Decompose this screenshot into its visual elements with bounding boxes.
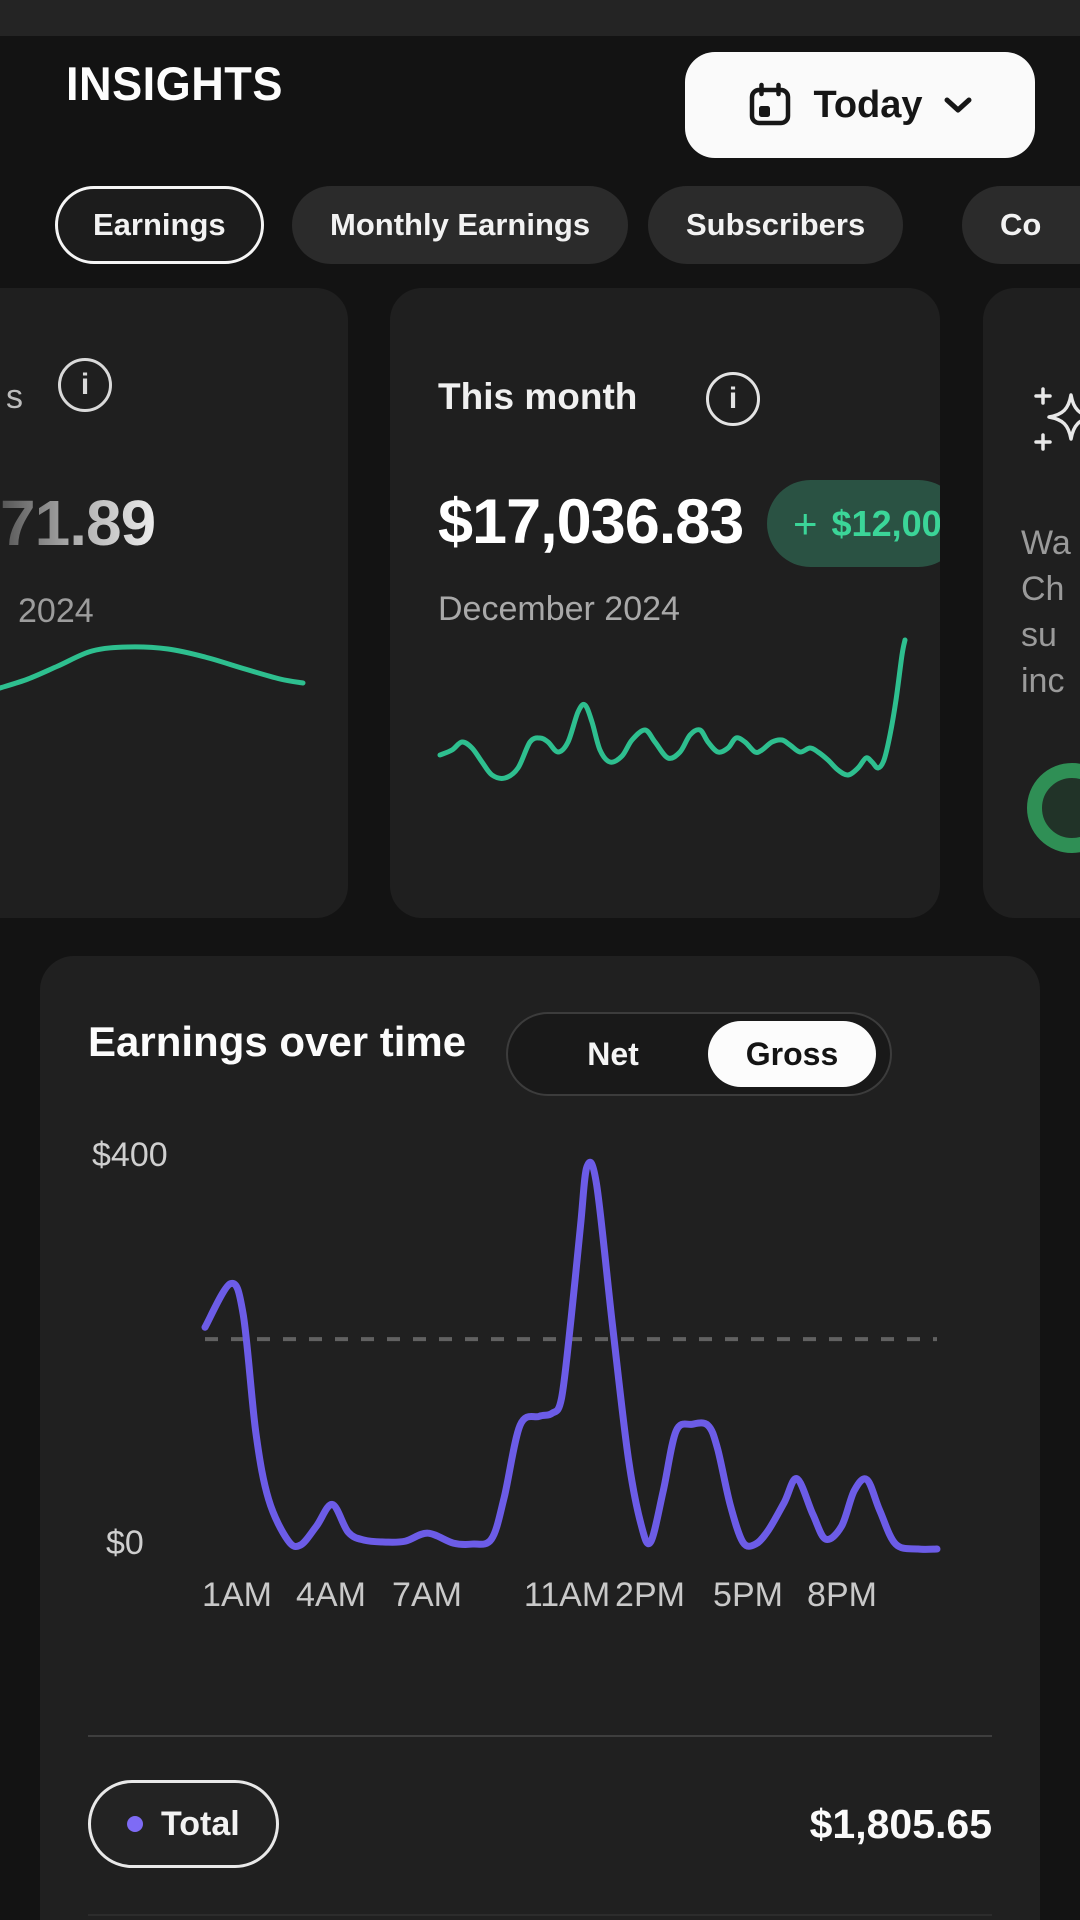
tab-earnings[interactable]: Earnings <box>55 186 264 264</box>
stat-card-this-month: This month i $17,036.83 + $12,00 Decembe… <box>390 288 940 918</box>
info-icon[interactable]: i <box>706 372 760 426</box>
info-icon[interactable]: i <box>58 358 112 412</box>
growth-badge: + $12,00 <box>767 480 940 567</box>
x-axis-label: 8PM <box>807 1576 877 1614</box>
x-axis: 1AM 4AM 7AM 11AM 2PM 5PM 8PM <box>60 1576 1040 1618</box>
earnings-line-chart <box>201 1158 941 1553</box>
divider <box>88 1735 992 1737</box>
stat-card-previous-period: s i 71.89 2024 <box>0 288 348 918</box>
chevron-down-icon <box>943 96 973 115</box>
x-axis-label: 1AM <box>202 1576 272 1614</box>
legend-row: Total $1,805.65 <box>88 1776 992 1872</box>
card-title: This month <box>438 376 638 417</box>
sparkles-icon <box>1033 383 1080 459</box>
card-title-fragment: s <box>6 378 23 416</box>
tab-partial-clipped[interactable]: Co <box>962 186 1080 264</box>
sparkline-this-month <box>437 637 908 781</box>
progress-ring <box>1027 763 1080 853</box>
y-axis-min-label: $0 <box>106 1524 144 1562</box>
net-gross-toggle[interactable]: Net Gross <box>506 1012 892 1096</box>
card-value: $17,036.83 <box>438 487 744 557</box>
sparkline-previous <box>0 644 306 691</box>
sparkline-this-month-path <box>437 637 908 781</box>
plus-icon: + <box>793 499 818 547</box>
growth-amount-fragment: $12,00 <box>831 502 940 544</box>
legend-total-chip[interactable]: Total <box>88 1780 279 1868</box>
sparkline-previous-path <box>0 644 306 691</box>
total-dot <box>127 1816 143 1832</box>
x-axis-label: 11AM <box>523 1576 611 1614</box>
toggle-option-net[interactable]: Net <box>587 1035 639 1072</box>
earnings-over-time-card: Earnings over time Net Gross $400 $0 1AM… <box>40 956 1040 1920</box>
x-axis-label: 4AM <box>296 1576 366 1614</box>
y-axis-max-label: $400 <box>92 1136 168 1174</box>
divider <box>88 1914 992 1916</box>
toggle-option-gross[interactable]: Gross <box>708 1021 876 1087</box>
date-range-button[interactable]: Today <box>685 52 1035 158</box>
status-bar <box>0 0 1080 36</box>
total-value: $1,805.65 <box>809 1800 992 1847</box>
card-subtitle-fragment: 2024 <box>18 592 94 630</box>
x-axis-label: 7AM <box>392 1576 462 1614</box>
insights-tabs: Earnings Monthly Earnings Subscribers Co <box>0 186 1080 264</box>
ai-text-line: Wa <box>1021 524 1071 562</box>
tab-monthly-earnings[interactable]: Monthly Earnings <box>292 186 629 264</box>
ai-insight-card[interactable]: Wa Ch su inc <box>983 288 1080 918</box>
ai-insight-text: Wa Ch su inc <box>1021 520 1071 704</box>
calendar-icon <box>747 82 793 128</box>
legend-label: Total <box>161 1804 240 1843</box>
card-subtitle: December 2024 <box>438 590 680 628</box>
ai-text-line: inc <box>1021 662 1065 700</box>
date-range-label: Today <box>813 83 923 126</box>
ai-text-line: su <box>1021 616 1057 654</box>
x-axis-label: 5PM <box>713 1576 783 1614</box>
card-value-fragment: 71.89 <box>0 487 156 559</box>
tab-subscribers[interactable]: Subscribers <box>648 186 904 264</box>
chart-title: Earnings over time <box>88 1018 467 1065</box>
page-title: INSIGHTS <box>66 57 283 110</box>
x-axis-label: 2PM <box>615 1576 685 1614</box>
earnings-line <box>201 1158 941 1553</box>
ai-text-line: Ch <box>1021 570 1065 608</box>
